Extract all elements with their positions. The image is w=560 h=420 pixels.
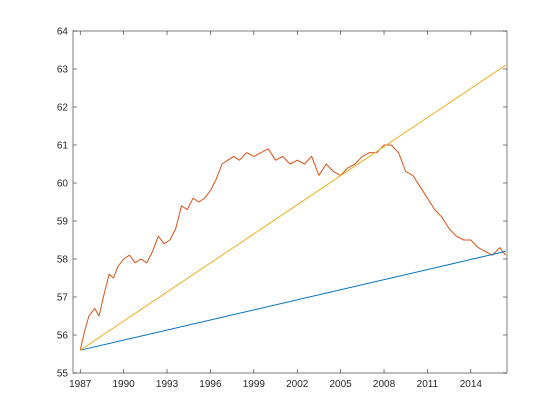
x-tick-label: 1987	[69, 379, 92, 390]
y-tick-label: 64	[57, 27, 69, 38]
x-axis: 1987 1990 1993 1996 1999 2002 2005 2008 2011 2014	[69, 31, 482, 390]
plot-area	[73, 31, 507, 373]
x-tick-label: 1999	[243, 379, 266, 390]
plot-box	[72, 30, 508, 374]
series-line-3	[79, 64, 506, 351]
series-line-2	[80, 250, 506, 351]
y-tick-label: 57	[57, 293, 69, 304]
y-tick-label: 58	[57, 255, 69, 266]
x-tick-label: 2011	[417, 379, 439, 390]
x-tick-label: 2002	[286, 379, 309, 390]
x-tick-label: 2014	[460, 379, 483, 390]
x-tick-label: 2005	[330, 379, 353, 390]
y-tick-label: 61	[57, 141, 69, 152]
series-layer	[79, 64, 506, 351]
y-tick-label: 59	[57, 217, 69, 228]
y-tick-label: 56	[57, 331, 69, 342]
x-tick-label: 1993	[156, 379, 179, 390]
series-line-1	[79, 144, 506, 351]
y-tick-label: 62	[57, 103, 69, 114]
x-tick-label: 1996	[199, 379, 222, 390]
x-tick-label: 2008	[373, 379, 396, 390]
x-tick-label: 1990	[113, 379, 136, 390]
y-axis: 55 56 57 58 59 60 61 62 63 64	[57, 27, 507, 380]
y-tick-label: 60	[57, 179, 69, 190]
y-tick-label: 55	[57, 369, 69, 380]
y-tick-label: 63	[57, 65, 69, 76]
